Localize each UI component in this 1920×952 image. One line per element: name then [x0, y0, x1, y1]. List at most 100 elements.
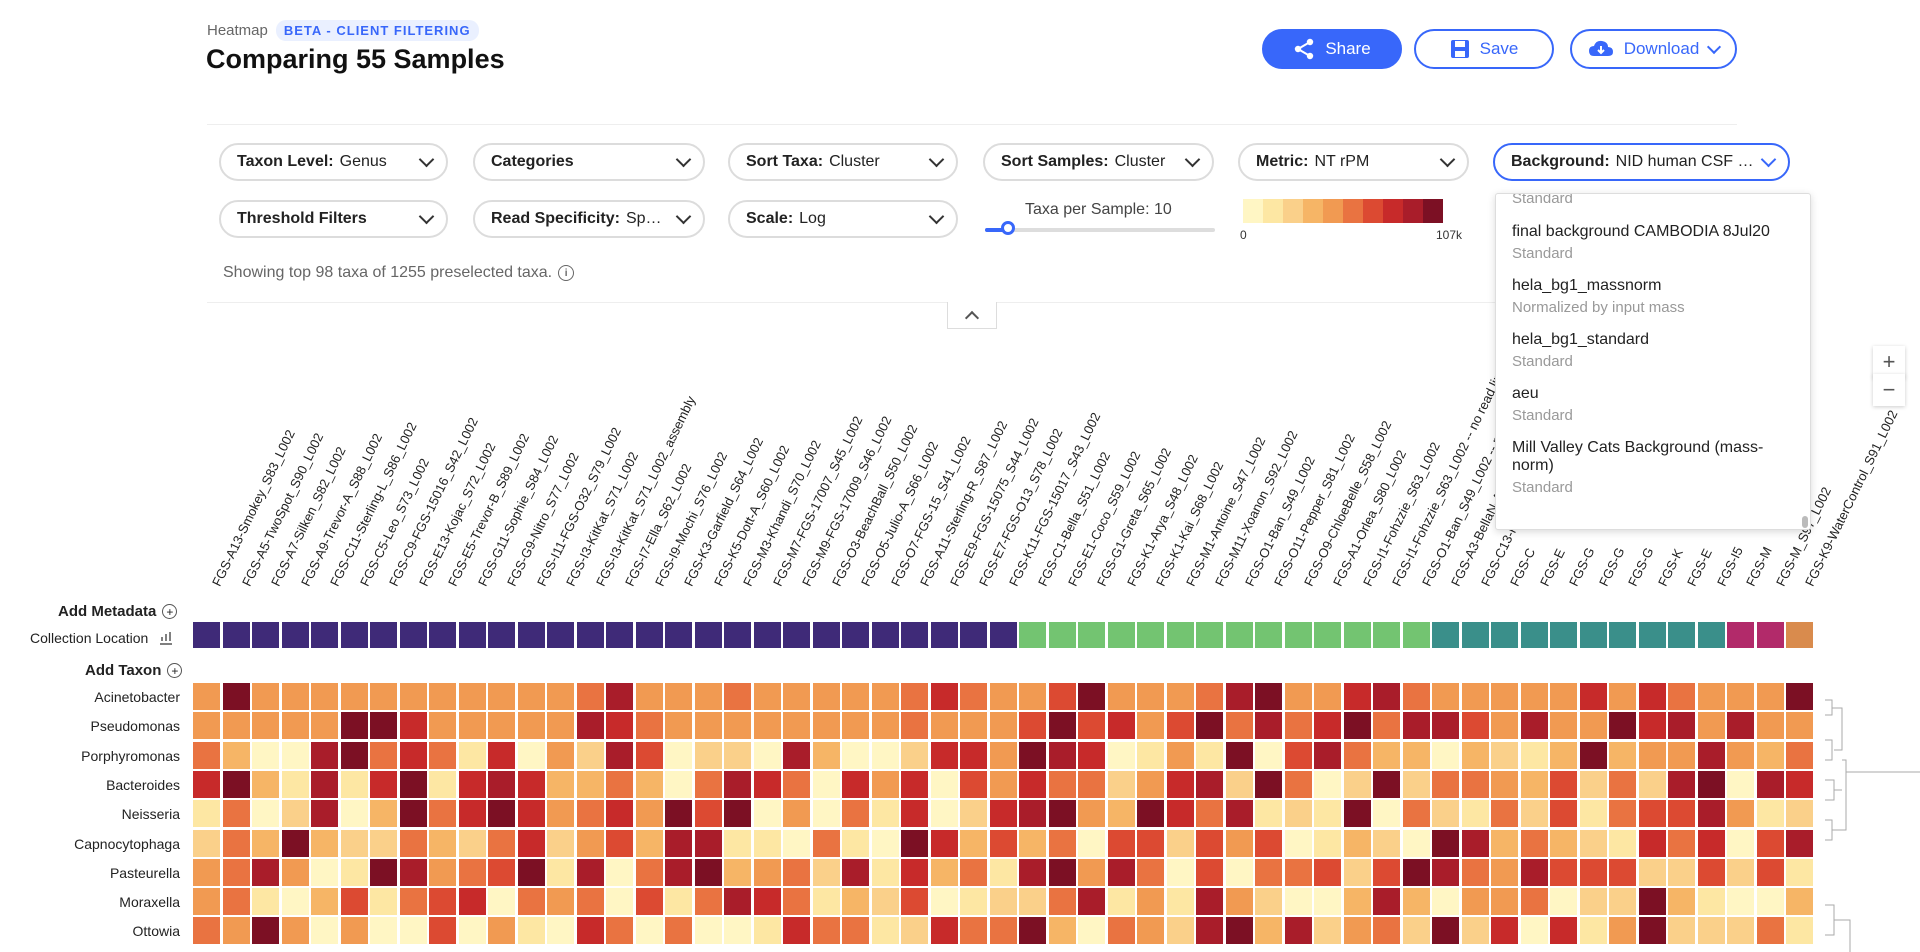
heatmap-cell[interactable]	[930, 800, 958, 828]
share-button[interactable]: Share	[1262, 29, 1402, 69]
heatmap-cell[interactable]	[1284, 712, 1312, 740]
heatmap-cell[interactable]	[1314, 741, 1341, 769]
metadata-cell[interactable]	[930, 622, 958, 648]
heatmap-cell[interactable]	[694, 741, 722, 769]
heatmap-cell[interactable]	[1786, 800, 1813, 828]
heatmap-cell[interactable]	[1225, 712, 1253, 740]
sample-label[interactable]: FGS-G	[1625, 544, 1657, 589]
add-metadata[interactable]: Add Metadata +	[58, 603, 178, 620]
heatmap-cell[interactable]	[458, 917, 486, 945]
heatmap-cell[interactable]	[842, 741, 869, 769]
sample-label[interactable]: FGS-I9-Mochi_S76_L002	[651, 449, 730, 589]
heatmap-cell[interactable]	[1638, 917, 1666, 945]
heatmap-cell[interactable]	[1461, 917, 1489, 945]
heatmap-cell[interactable]	[1432, 917, 1459, 945]
heatmap-cell[interactable]	[1786, 712, 1813, 740]
heatmap-cell[interactable]	[901, 683, 928, 710]
sample-label[interactable]: FGS-K1-Kai_S68_L002	[1153, 459, 1227, 589]
heatmap-cell[interactable]	[399, 888, 427, 916]
heatmap-cell[interactable]	[429, 770, 456, 798]
heatmap-cell[interactable]	[429, 888, 456, 916]
heatmap-cell[interactable]	[1107, 683, 1135, 710]
heatmap-cell[interactable]	[606, 770, 633, 798]
sample-label[interactable]: FGS-G	[1566, 544, 1598, 589]
heatmap-cell[interactable]	[1609, 858, 1636, 886]
heatmap-cell[interactable]	[812, 858, 840, 886]
heatmap-cell[interactable]	[635, 917, 663, 945]
heatmap-cell[interactable]	[665, 829, 692, 857]
sample-label[interactable]: FGS-K1-Arya_S48_L002	[1123, 452, 1201, 589]
heatmap-cell[interactable]	[370, 770, 397, 798]
heatmap-cell[interactable]	[1225, 829, 1253, 857]
heatmap-cell[interactable]	[576, 829, 604, 857]
heatmap-cell[interactable]	[370, 888, 397, 916]
metadata-cell[interactable]	[1520, 622, 1548, 648]
heatmap-cell[interactable]	[1609, 741, 1636, 769]
sample-label[interactable]: FGS-I7-Ella_S62_L002	[622, 461, 695, 589]
heatmap-cell[interactable]	[960, 888, 987, 916]
heatmap-cell[interactable]	[842, 683, 869, 710]
heatmap-cell[interactable]	[370, 683, 397, 710]
sample-label[interactable]: FGS-M11-Xoanon_S92_L002	[1212, 428, 1301, 589]
heatmap-cell[interactable]	[1638, 800, 1666, 828]
heatmap-cell[interactable]	[1402, 858, 1430, 886]
heatmap-cell[interactable]	[1107, 858, 1135, 886]
heatmap-cell[interactable]	[635, 800, 663, 828]
heatmap-cell[interactable]	[281, 888, 309, 916]
heatmap-cell[interactable]	[901, 888, 928, 916]
sample-label[interactable]: FGS-O3-BeachBall_S50_L002	[828, 422, 920, 589]
heatmap-cell[interactable]	[517, 917, 545, 945]
metadata-cell[interactable]	[458, 622, 486, 648]
heatmap-cell[interactable]	[429, 683, 456, 710]
heatmap-cell[interactable]	[1373, 683, 1400, 710]
heatmap-cell[interactable]	[871, 800, 899, 828]
heatmap-cell[interactable]	[1255, 741, 1282, 769]
info-icon[interactable]: i	[558, 265, 575, 281]
heatmap-cell[interactable]	[1343, 917, 1371, 945]
metadata-cell[interactable]	[783, 622, 810, 648]
sample-label[interactable]: FGS-C9-FGS-15016_S42_L002	[386, 415, 481, 589]
heatmap-cell[interactable]	[1255, 770, 1282, 798]
taxa-per-sample-slider[interactable]	[985, 221, 1215, 235]
sample-label[interactable]: FGS-C1-Bella_S51_L002	[1035, 449, 1114, 589]
sample-label[interactable]: FGS-E	[1536, 546, 1568, 589]
sample-label[interactable]: FGS-M3-Khandi_S70_L002	[740, 437, 824, 589]
heatmap-cell[interactable]	[252, 888, 279, 916]
sample-label[interactable]: FGS-A7-Silken_S82_L002	[268, 444, 349, 589]
heatmap-cell[interactable]	[635, 770, 663, 798]
heatmap-cell[interactable]	[1638, 683, 1666, 710]
heatmap-cell[interactable]	[1579, 829, 1607, 857]
heatmap-cell[interactable]	[1550, 770, 1577, 798]
heatmap-cell[interactable]	[1137, 917, 1164, 945]
heatmap-cell[interactable]	[1343, 712, 1371, 740]
heatmap-cell[interactable]	[1255, 858, 1282, 886]
heatmap-cell[interactable]	[1668, 888, 1695, 916]
heatmap-cell[interactable]	[1491, 829, 1518, 857]
heatmap-cell[interactable]	[1756, 770, 1784, 798]
metadata-cell[interactable]	[1402, 622, 1430, 648]
heatmap-cell[interactable]	[1579, 770, 1607, 798]
heatmap-cell[interactable]	[606, 800, 633, 828]
heatmap-cell[interactable]	[340, 770, 368, 798]
heatmap-cell[interactable]	[1520, 741, 1548, 769]
heatmap-cell[interactable]	[1491, 683, 1518, 710]
heatmap-cell[interactable]	[311, 858, 338, 886]
heatmap-cell[interactable]	[1166, 770, 1194, 798]
heatmap-cell[interactable]	[1284, 917, 1312, 945]
sample-label[interactable]: FGS-G	[1595, 544, 1628, 589]
heatmap-cell[interactable]	[606, 683, 633, 710]
heatmap-cell[interactable]	[1520, 917, 1548, 945]
heatmap-cell[interactable]	[783, 741, 810, 769]
metadata-cell[interactable]	[281, 622, 309, 648]
heatmap-cell[interactable]	[1638, 829, 1666, 857]
heatmap-cell[interactable]	[1078, 917, 1105, 945]
heatmap-cell[interactable]	[311, 917, 338, 945]
heatmap-cell[interactable]	[488, 917, 515, 945]
heatmap-cell[interactable]	[1078, 741, 1105, 769]
taxon-label[interactable]: Pseudomonas	[90, 718, 180, 735]
heatmap-cell[interactable]	[1550, 888, 1577, 916]
heatmap-cell[interactable]	[281, 683, 309, 710]
heatmap-cell[interactable]	[517, 858, 545, 886]
heatmap-cell[interactable]	[812, 712, 840, 740]
heatmap-cell[interactable]	[1196, 741, 1223, 769]
